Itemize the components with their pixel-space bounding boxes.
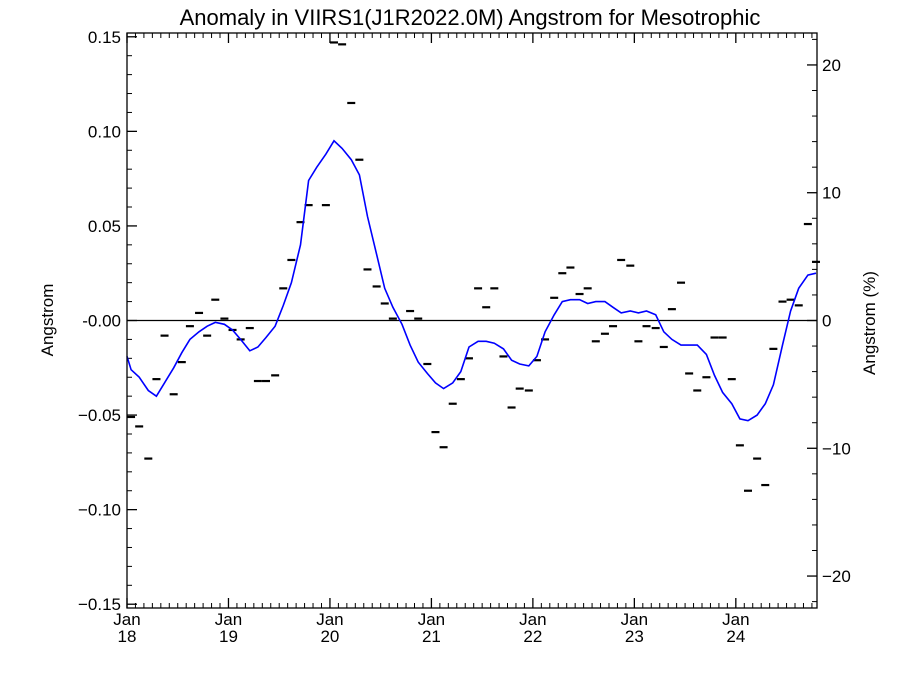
left-tick-label: −0.15 — [78, 595, 121, 614]
right-tick-label: −20 — [822, 567, 851, 586]
left-tick-label: -0.00 — [82, 312, 121, 331]
right-tick-label: 10 — [822, 184, 841, 203]
x-tick-label-year: 22 — [523, 627, 542, 646]
x-tick-label-year: 24 — [726, 627, 745, 646]
x-tick-label-month: Jan — [113, 610, 140, 629]
left-tick-label: 0.10 — [88, 122, 121, 141]
x-tick-label-month: Jan — [621, 610, 648, 629]
right-tick-label: 20 — [822, 56, 841, 75]
x-tick-label-month: Jan — [215, 610, 242, 629]
x-tick-label-month: Jan — [722, 610, 749, 629]
left-tick-label: 0.05 — [88, 217, 121, 236]
y-axis-label-right: Angstrom (%) — [860, 271, 879, 375]
right-axis-ticks: 20 10 0 −10 −20 — [807, 38, 851, 603]
left-tick-label: −0.10 — [78, 501, 121, 520]
left-tick-label: 0.15 — [88, 28, 121, 47]
x-tick-label-year: 21 — [422, 627, 441, 646]
x-tick-label-year: 19 — [219, 627, 238, 646]
x-tick-label-year: 20 — [320, 627, 339, 646]
data-markers — [127, 41, 820, 492]
x-tick-label-month: Jan — [316, 610, 343, 629]
x-tick-label-year: 18 — [118, 627, 137, 646]
right-tick-label: 0 — [822, 312, 831, 331]
y-axis-label-left: Angstrom — [38, 284, 57, 357]
x-tick-label-month: Jan — [519, 610, 546, 629]
smoothed-anomaly-line — [126, 139, 817, 422]
plot-frame — [126, 32, 818, 609]
left-axis-ticks: 0.15 0.10 0.05 -0.00 −0.05 −0.10 −0.15 — [78, 28, 137, 614]
left-tick-label: −0.05 — [78, 406, 121, 425]
x-tick-label-year: 23 — [625, 627, 644, 646]
right-tick-label: −10 — [822, 439, 851, 458]
x-tick-label-month: Jan — [418, 610, 445, 629]
chart-title: Anomaly in VIIRS1(J1R2022.0M) Angstrom f… — [180, 5, 761, 30]
